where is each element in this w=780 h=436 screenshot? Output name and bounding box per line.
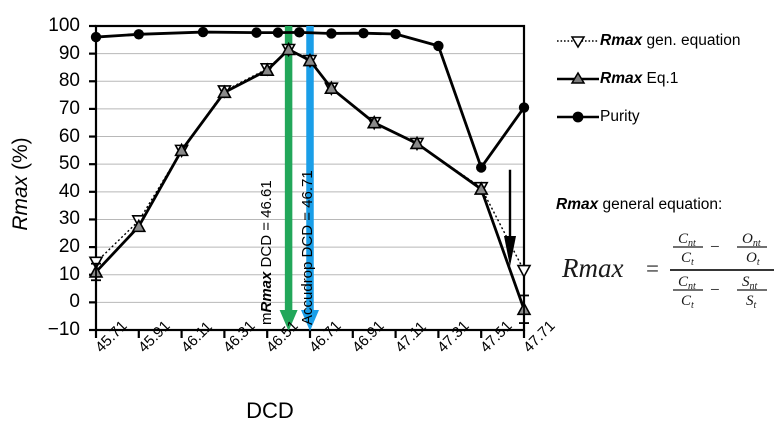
rmax-general-equation: Rmax = Cnt Ct − Ont Ot Cnt Ct − Snt St — [561, 231, 774, 311]
legend-label-rmax-eq1-italic: Rmax — [600, 70, 643, 87]
data-point — [302, 52, 318, 67]
legend-symbol-circle-filled-icon — [557, 111, 599, 123]
data-point — [409, 135, 425, 150]
y-tick-label: 70 — [58, 97, 80, 119]
mRmax-marker — [279, 26, 298, 331]
data-point — [281, 41, 296, 56]
legend-label-rmax-gen-rest: gen. equation — [642, 32, 741, 49]
data-point — [326, 28, 337, 39]
legend-symbol-triangle-down-open-icon — [557, 36, 599, 49]
series-2 — [90, 26, 530, 173]
y-tick-label: 90 — [58, 42, 80, 64]
legend-label-rmax-eq1-rest: Eq.1 — [642, 70, 679, 87]
equation-heading-rest: general equation: — [598, 196, 723, 213]
data-point — [324, 80, 339, 94]
svg-text:Ont: Ont — [742, 231, 761, 249]
y-tick-label: 0 — [69, 291, 80, 313]
svg-text:Ot: Ot — [746, 250, 760, 268]
data-point — [518, 102, 530, 113]
data-point — [358, 27, 369, 39]
data-point — [433, 40, 444, 52]
plot-figure: Rmax (%) 100 90 80 70 60 50 40 30 20 10 0 −10 45.71… — [9, 0, 559, 436]
y-tick-label: 60 — [58, 125, 80, 147]
data-point — [217, 84, 232, 99]
data-point — [272, 27, 284, 38]
y-tick-label: 30 — [58, 208, 80, 230]
svg-text:Snt: Snt — [742, 274, 758, 292]
accudrop-marker-label: Accudrop DCD = 46.71 — [299, 170, 316, 325]
y-tick-label: 20 — [58, 236, 80, 258]
data-point — [366, 115, 382, 129]
series-line — [95, 30, 526, 169]
drop-indicator — [504, 169, 516, 267]
y-tick-label: 80 — [58, 70, 80, 92]
data-point — [476, 162, 487, 173]
data-point — [259, 62, 275, 77]
data-point — [197, 26, 209, 38]
y-tick-label: −10 — [47, 319, 80, 340]
legend-label-rmax-gen: Rmax gen. equation — [600, 32, 740, 50]
equation-heading-italic: Rmax — [556, 196, 599, 213]
legend-label-purity: Purity — [600, 108, 640, 125]
legend-label-rmax-gen-italic: Rmax — [600, 32, 643, 49]
svg-text:=: = — [646, 256, 659, 281]
data-point — [390, 28, 401, 40]
equation-heading: Rmax general equation: — [556, 196, 722, 214]
legend-item-rmax-gen[interactable]: Rmax gen. equation — [556, 26, 780, 56]
data-point — [294, 27, 305, 38]
data-point — [516, 264, 532, 279]
accudrop-marker — [301, 26, 319, 331]
x-axis-title: DCD — [246, 398, 294, 423]
data-point — [473, 181, 489, 195]
y-tick-label: 40 — [58, 180, 80, 202]
y-tick-label: 100 — [48, 15, 80, 36]
data-point — [251, 27, 262, 38]
y-axis-ticks: 100 90 80 70 60 50 40 30 20 10 0 −10 — [18, 0, 80, 436]
svg-text:−: − — [710, 237, 720, 256]
svg-text:Cnt: Cnt — [678, 231, 696, 249]
data-point — [90, 31, 102, 43]
svg-text:Ct: Ct — [681, 250, 694, 268]
svg-text:St: St — [746, 293, 757, 311]
plot-canvas — [88, 24, 532, 338]
series-line — [94, 48, 526, 310]
legend-label-rmax-eq1: Rmax Eq.1 — [600, 70, 678, 88]
data-point — [131, 218, 147, 233]
legend-symbol-triangle-up-filled-icon — [557, 71, 599, 84]
legend-item-purity[interactable]: Purity — [556, 102, 780, 132]
svg-text:Cnt: Cnt — [678, 274, 696, 292]
series-1 — [88, 41, 532, 324]
svg-text:−: − — [710, 280, 720, 299]
y-tick-label: 50 — [58, 153, 80, 175]
svg-text:Rmax: Rmax — [561, 253, 623, 283]
legend-item-rmax-eq1[interactable]: Rmax Eq.1 — [556, 64, 780, 94]
y-tick-label: 10 — [58, 263, 80, 285]
mRmax-marker-label: mRmax DCD = 46.61 — [257, 180, 275, 325]
legend: Rmax gen. equation Rmax Eq.1 Purity — [556, 26, 780, 140]
data-point — [133, 29, 144, 40]
svg-text:Ct: Ct — [681, 293, 694, 311]
data-point — [174, 142, 189, 157]
